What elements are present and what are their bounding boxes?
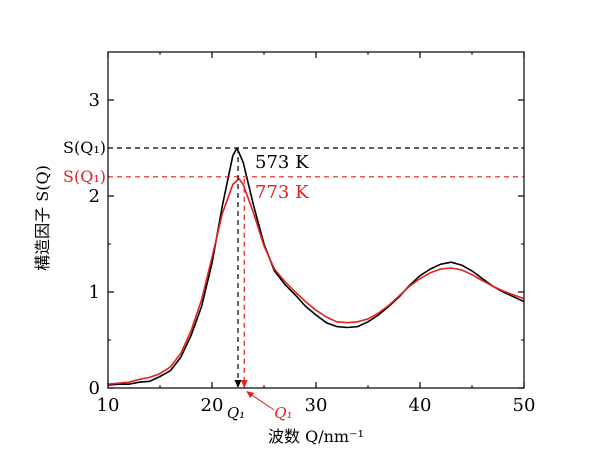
- q1-black-label: Q₁: [227, 404, 245, 422]
- y-tick-label: 0: [89, 378, 100, 399]
- arrow-head-icon: [246, 391, 255, 398]
- peak-height-label: S(Q₁): [63, 138, 106, 157]
- reference-lines: [108, 147, 524, 411]
- annotation-773k: 773 K: [255, 182, 309, 203]
- x-axis-label: 波数 Q/nm⁻¹: [268, 427, 364, 446]
- axes: [107, 51, 525, 389]
- y-tick-label: 1: [89, 282, 100, 303]
- series-layer: [107, 147, 525, 386]
- x-tick-label: 10: [97, 395, 120, 416]
- tick-marks: [107, 52, 525, 389]
- q1-red-label: Q₁: [274, 404, 292, 422]
- x-tick-label: 50: [513, 395, 536, 416]
- annotation-573k: 573 K: [255, 152, 309, 173]
- y-tick-label: 2: [89, 186, 100, 207]
- series-line-573k: [107, 147, 525, 386]
- x-tick-label: 40: [409, 395, 432, 416]
- y-axis-label: 構造因子 S(Q): [33, 165, 52, 271]
- labels: 10 20 30 40 50 0 1 2 3 S(Q₁) S(Q₁) Q₁ Q₁ 573 K 773 K: [63, 90, 535, 422]
- series-line-773k: [107, 177, 525, 385]
- plot-frame: [107, 51, 525, 389]
- peak-height-label: S(Q₁): [63, 167, 106, 186]
- arrow-head-icon: [240, 380, 248, 388]
- y-tick-label: 3: [89, 90, 100, 111]
- arrow-head-icon: [234, 380, 242, 388]
- x-tick-label: 30: [305, 395, 328, 416]
- x-tick-label: 20: [201, 395, 224, 416]
